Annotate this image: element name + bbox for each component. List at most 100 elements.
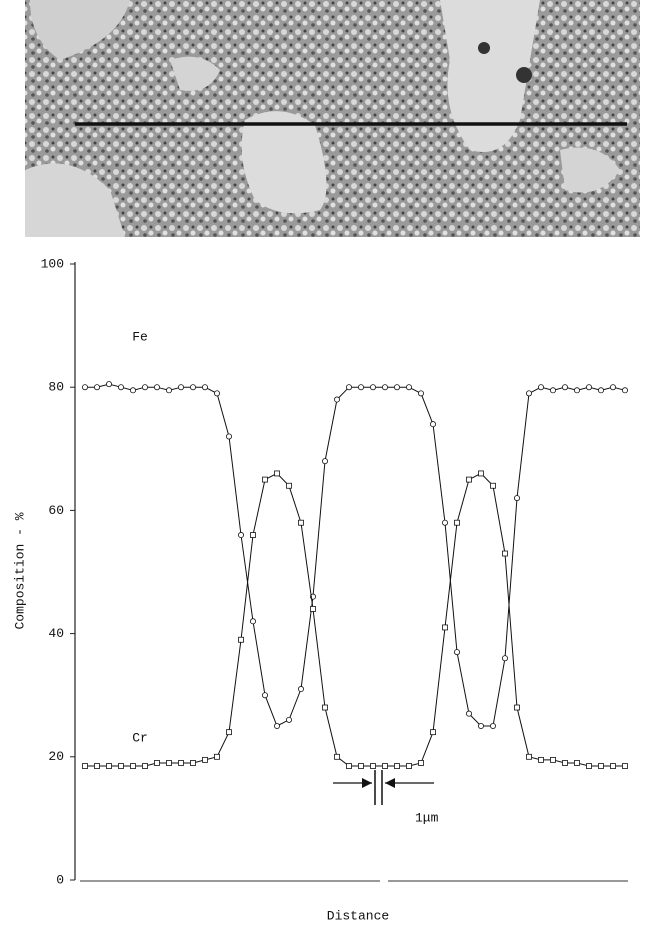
data-point xyxy=(550,387,557,394)
data-point xyxy=(598,387,605,394)
data-point xyxy=(574,760,580,766)
data-point xyxy=(406,763,412,769)
data-point xyxy=(106,763,112,769)
y-tick-label: 80 xyxy=(48,380,64,395)
data-point xyxy=(273,723,280,730)
data-point xyxy=(345,384,352,391)
data-point xyxy=(82,384,89,391)
data-point xyxy=(261,692,268,699)
scale-label: 1μm xyxy=(415,810,439,825)
data-point xyxy=(238,636,244,643)
data-point xyxy=(154,760,160,766)
data-point xyxy=(586,763,592,769)
data-point xyxy=(118,384,125,391)
data-point xyxy=(562,384,569,391)
data-point xyxy=(178,760,184,766)
data-point xyxy=(562,760,568,766)
data-point xyxy=(333,396,340,403)
y-tick-label: 100 xyxy=(41,256,64,271)
data-point xyxy=(490,482,496,489)
data-point xyxy=(237,532,244,539)
data-point xyxy=(285,716,292,723)
data-point xyxy=(249,618,256,625)
data-point xyxy=(417,390,424,397)
series-label: Cr xyxy=(132,730,148,745)
data-point xyxy=(297,686,304,693)
data-point xyxy=(310,606,316,612)
data-point xyxy=(286,482,292,489)
data-point xyxy=(226,729,232,736)
data-point xyxy=(514,704,520,711)
y-tick-label: 0 xyxy=(56,872,64,887)
data-point xyxy=(322,704,328,711)
data-point xyxy=(214,753,220,760)
data-point xyxy=(82,763,88,769)
x-axis-label: Distance xyxy=(327,908,389,923)
data-point xyxy=(165,387,172,394)
scale-bar xyxy=(333,770,434,805)
y-axis-label: Composition - % xyxy=(12,512,27,629)
data-point xyxy=(502,550,508,557)
data-point xyxy=(262,476,268,483)
data-point xyxy=(610,763,616,769)
data-point xyxy=(610,384,617,391)
data-point xyxy=(141,384,148,391)
data-point xyxy=(538,756,544,763)
data-point xyxy=(358,763,364,769)
data-point xyxy=(442,624,448,631)
data-point xyxy=(453,649,460,656)
data-point xyxy=(405,384,412,391)
data-point xyxy=(346,763,352,769)
data-point xyxy=(465,710,472,717)
data-point xyxy=(274,470,280,477)
data-point xyxy=(622,763,628,769)
data-point xyxy=(357,384,364,391)
y-tick-label: 60 xyxy=(48,503,64,518)
data-point xyxy=(477,723,484,730)
data-point xyxy=(94,763,100,769)
data-point xyxy=(574,387,581,394)
data-point xyxy=(526,390,533,397)
data-point xyxy=(201,384,208,391)
y-tick-label: 40 xyxy=(48,626,64,641)
data-point xyxy=(418,760,424,766)
plot-area: Composition - % Distance 1μm xyxy=(12,262,628,923)
data-point xyxy=(202,756,208,763)
data-point xyxy=(118,763,124,769)
data-point xyxy=(250,532,256,538)
data-point xyxy=(478,470,484,477)
data-point xyxy=(514,495,521,502)
data-point xyxy=(550,756,556,763)
y-tick-label: 20 xyxy=(48,749,64,764)
data-point xyxy=(166,760,172,766)
data-point xyxy=(334,753,340,760)
data-point xyxy=(454,519,460,526)
data-point xyxy=(466,476,472,483)
series-label: Fe xyxy=(132,330,148,345)
data-point xyxy=(598,763,604,769)
series-line xyxy=(85,383,626,727)
data-point xyxy=(213,390,220,397)
data-point xyxy=(394,763,400,769)
data-point xyxy=(586,384,593,391)
data-point xyxy=(429,421,436,428)
data-point xyxy=(153,384,160,391)
data-point xyxy=(129,387,136,394)
data-point xyxy=(190,760,196,766)
data-point xyxy=(189,384,196,391)
data-point xyxy=(393,384,400,391)
data-point xyxy=(489,723,496,730)
data-point xyxy=(538,384,545,391)
data-point xyxy=(369,384,376,391)
data-point xyxy=(298,519,304,526)
data-point xyxy=(130,763,136,769)
series-line xyxy=(85,472,625,767)
data-point xyxy=(622,387,629,394)
data-point xyxy=(142,763,148,769)
data-point xyxy=(382,763,388,769)
data-point xyxy=(370,763,376,769)
data-point xyxy=(526,753,532,760)
data-point xyxy=(106,381,113,388)
data-point xyxy=(177,384,184,391)
